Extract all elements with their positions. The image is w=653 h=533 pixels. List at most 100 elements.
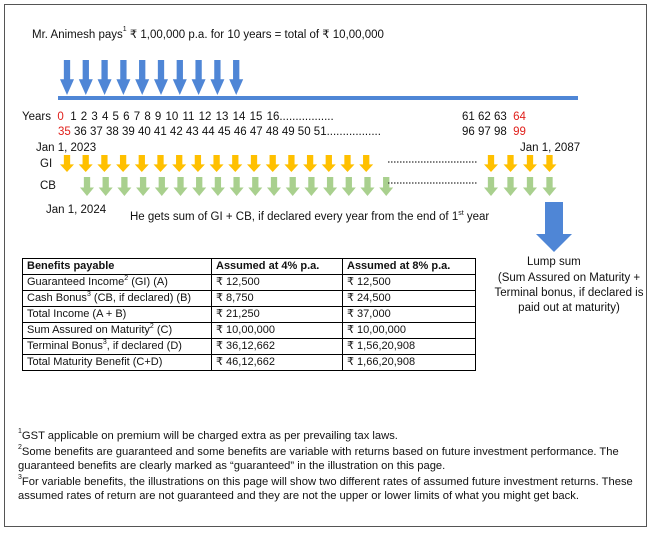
payout-note-text: He gets sum of GI + CB, if declared ever… bbox=[130, 211, 459, 223]
value-8pct: ₹ 10,00,000 bbox=[342, 322, 476, 339]
cb-arrow bbox=[80, 177, 94, 196]
gi-arrow bbox=[523, 155, 537, 172]
year-end: 64 bbox=[513, 111, 526, 123]
value-4pct: ₹ 46,12,662 bbox=[211, 354, 343, 371]
ages-tail-values: 96 97 98 bbox=[462, 126, 507, 138]
cb-arrow bbox=[192, 177, 207, 196]
benefit-label: Terminal Bonus3, if declared (D) bbox=[22, 338, 212, 355]
benefit-label: Sum Assured on Maturity2 (C) bbox=[22, 322, 212, 339]
age-end: 99 bbox=[513, 126, 526, 138]
ages-sequence: 36 37 38 39 40 41 42 43 44 45 46 47 48 4… bbox=[74, 126, 381, 138]
cb-arrow bbox=[542, 177, 557, 196]
years-row: Years 0 1 2 3 4 5 6 7 8 9 10 11 12 13 14… bbox=[22, 111, 334, 123]
cb-start-date: Jan 1, 2024 bbox=[46, 204, 107, 216]
benefit-label-text: Total Income (A + B) bbox=[27, 308, 127, 320]
header-footnote-ref: 1 bbox=[122, 26, 127, 33]
premium-arrow bbox=[60, 60, 74, 95]
cb-arrow bbox=[248, 177, 263, 196]
premium-arrow bbox=[97, 60, 112, 95]
premium-arrow bbox=[210, 60, 225, 95]
value-4pct: ₹ 12,500 bbox=[211, 274, 343, 291]
ages-tail: 96 97 98 99 bbox=[462, 126, 526, 138]
premium-arrow bbox=[191, 60, 206, 95]
gi-arrow bbox=[503, 155, 518, 172]
header-8pct: Assumed at 8% p.a. bbox=[342, 258, 476, 275]
premium-arrow bbox=[172, 60, 187, 95]
lump-sum-description: (Sum Assured on Maturity + Terminal bonu… bbox=[494, 272, 644, 314]
year-start: 0 bbox=[57, 111, 64, 123]
premium-arrow bbox=[229, 60, 244, 95]
header-text: Mr. Animesh pays bbox=[32, 29, 123, 41]
gi-arrow bbox=[116, 155, 131, 172]
benefit-label: Total Income (A + B) bbox=[22, 306, 212, 323]
cb-arrow bbox=[323, 177, 338, 196]
cb-arrow bbox=[341, 177, 356, 196]
value-8pct: ₹ 24,500 bbox=[342, 290, 476, 307]
cb-arrow bbox=[173, 177, 188, 196]
benefit-label: Cash Bonus3 (CB, if declared) (B) bbox=[22, 290, 212, 307]
footnote-number: 2 bbox=[18, 443, 22, 451]
gi-arrow bbox=[172, 155, 187, 172]
table-row: Guaranteed Income2 (GI) (A) ₹ 12,500 ₹ 12,… bbox=[22, 274, 476, 291]
illustration-frame bbox=[4, 4, 647, 527]
cb-arrow bbox=[304, 177, 319, 196]
value-4pct: ₹ 10,00,000 bbox=[211, 322, 343, 339]
lump-sum-arrow bbox=[536, 202, 572, 252]
value-4pct: ₹ 36,12,662 bbox=[211, 338, 343, 355]
cb-arrow bbox=[154, 177, 169, 196]
premium-arrow bbox=[154, 60, 168, 95]
gi-arrow bbox=[190, 155, 205, 172]
cb-label: CB bbox=[40, 180, 56, 192]
timeline-diagram bbox=[58, 60, 578, 252]
cb-arrow bbox=[285, 177, 300, 196]
benefit-label: Guaranteed Income2 (GI) (A) bbox=[22, 274, 212, 291]
cb-arrow bbox=[484, 177, 498, 196]
gi-arrow bbox=[60, 155, 74, 172]
start-date: Jan 1, 2023 bbox=[36, 142, 97, 154]
footnote: 1GST applicable on premium will be charg… bbox=[18, 428, 634, 444]
gi-arrow bbox=[303, 155, 318, 172]
gi-arrow bbox=[265, 155, 280, 172]
benefit-footnote-ref: 2 bbox=[149, 323, 154, 330]
payout-note: He gets sum of GI + CB, if declared ever… bbox=[130, 210, 489, 223]
years-sequence: 1 2 3 4 5 6 7 8 9 10 11 12 13 14 15 16..… bbox=[70, 111, 334, 123]
premium-arrows bbox=[60, 60, 244, 95]
value-8pct: ₹ 1,56,20,908 bbox=[342, 338, 476, 355]
value-8pct: ₹ 12,500 bbox=[342, 274, 476, 291]
gi-arrow bbox=[542, 155, 557, 172]
gi-arrow bbox=[359, 155, 374, 172]
benefit-label-text: Guaranteed Income bbox=[27, 276, 125, 288]
years-tail: 61 62 63 64 bbox=[462, 111, 526, 123]
table-row: Total Maturity Benefit (C+D) ₹ 46,12,662 ₹… bbox=[22, 354, 476, 371]
cb-arrow bbox=[379, 177, 394, 196]
age-start: 35 bbox=[58, 126, 71, 138]
benefit-footnote-ref: 3 bbox=[86, 291, 91, 298]
cb-arrow bbox=[210, 177, 225, 196]
value-8pct: ₹ 1,66,20,908 bbox=[342, 354, 476, 371]
header-benefits: Benefits payable bbox=[22, 258, 212, 275]
payout-note-sup: st bbox=[458, 210, 464, 217]
value-8pct: ₹ 37,000 bbox=[342, 306, 476, 323]
benefit-footnote-ref: 2 bbox=[124, 275, 129, 282]
footnotes: 1GST applicable on premium will be charg… bbox=[18, 428, 634, 505]
end-date: Jan 1, 2087 bbox=[520, 142, 581, 154]
gi-arrow bbox=[97, 155, 112, 172]
cb-arrow bbox=[229, 177, 244, 196]
table-row: Total Income (A + B) ₹ 21,250 ₹ 37,000 bbox=[22, 306, 476, 323]
cb-arrow bbox=[98, 177, 113, 196]
cb-arrow bbox=[117, 177, 132, 196]
footnote-text: For variable benefits, the illustrations… bbox=[18, 475, 633, 503]
cb-arrow bbox=[267, 177, 281, 196]
footnote-text: GST applicable on premium will be charge… bbox=[21, 430, 398, 442]
benefits-table: Benefits payable Assumed at 4% p.a. Assu… bbox=[22, 258, 476, 371]
footnote-number: 3 bbox=[18, 473, 22, 481]
gi-arrow bbox=[209, 155, 224, 172]
benefit-footnote-ref: 3 bbox=[102, 339, 107, 346]
ages-row: 35 36 37 38 39 40 41 42 43 44 45 46 47 4… bbox=[58, 126, 381, 138]
years-tail-values: 61 62 63 bbox=[462, 111, 507, 123]
gi-arrow bbox=[484, 155, 498, 172]
gi-label: GI bbox=[40, 158, 53, 170]
lump-sum-title: Lump sum bbox=[527, 256, 581, 268]
gi-arrow bbox=[340, 155, 355, 172]
benefit-label-suffix: (CB, if declared) (B) bbox=[90, 292, 192, 304]
